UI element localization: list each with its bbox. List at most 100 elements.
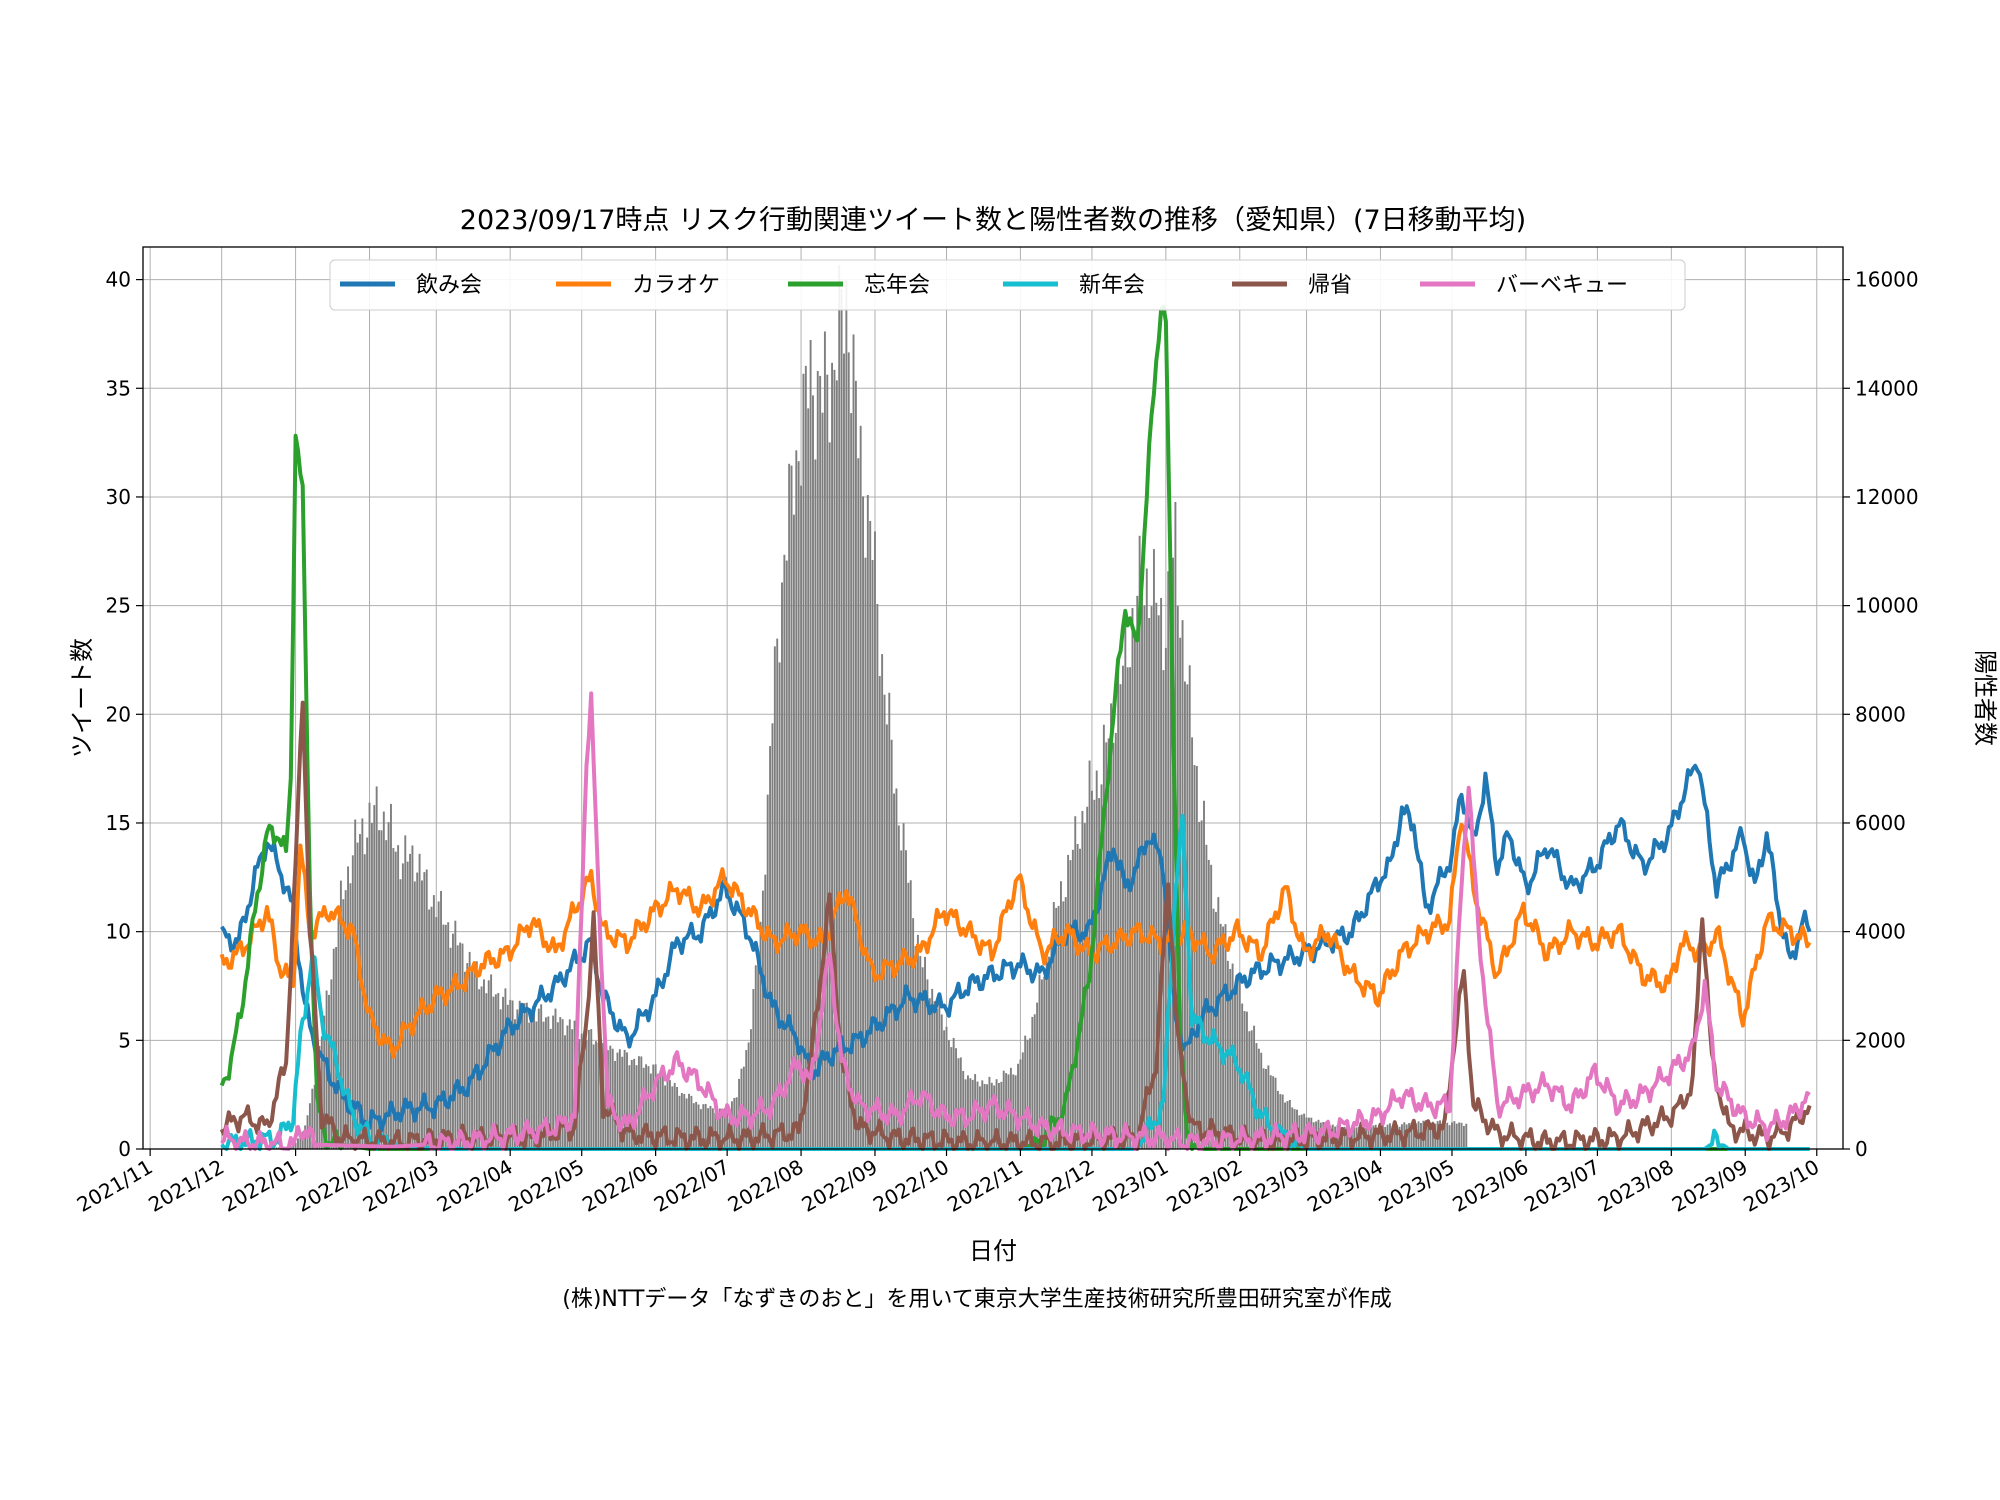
case-bar bbox=[544, 1017, 547, 1149]
case-bar bbox=[1148, 617, 1151, 1149]
case-bar bbox=[857, 458, 860, 1150]
case-bar bbox=[401, 863, 404, 1149]
case-bar bbox=[1427, 1124, 1430, 1149]
case-bar bbox=[926, 979, 929, 1149]
case-bar bbox=[921, 967, 924, 1149]
case-bar bbox=[645, 1064, 648, 1149]
case-bar bbox=[1026, 1039, 1029, 1149]
case-bar bbox=[900, 850, 903, 1149]
case-bar bbox=[661, 1075, 664, 1149]
case-bar bbox=[483, 979, 485, 1149]
case-bar bbox=[1102, 724, 1105, 1149]
case-bar bbox=[471, 969, 473, 1149]
case-bar bbox=[1198, 821, 1201, 1149]
case-bar bbox=[719, 1108, 721, 1149]
case-bar bbox=[461, 943, 464, 1149]
case-bar bbox=[1286, 1101, 1289, 1149]
case-bar bbox=[311, 1088, 314, 1149]
case-bar bbox=[1429, 1122, 1432, 1149]
case-bar bbox=[874, 531, 876, 1149]
case-bar bbox=[1453, 1121, 1456, 1149]
case-bar bbox=[1057, 905, 1060, 1149]
case-bar bbox=[1029, 1038, 1031, 1149]
case-bar bbox=[757, 958, 760, 1149]
case-bar bbox=[1288, 1099, 1291, 1149]
case-bar bbox=[1145, 568, 1148, 1149]
case-bar bbox=[1052, 902, 1055, 1149]
case-bar bbox=[564, 1035, 566, 1149]
case-bar bbox=[695, 1101, 698, 1149]
case-bar bbox=[664, 1085, 667, 1149]
case-bar bbox=[342, 899, 345, 1149]
case-bar bbox=[556, 1022, 559, 1149]
case-bar bbox=[1465, 1123, 1468, 1149]
plot-frame bbox=[142, 246, 1844, 1150]
case-bar bbox=[1150, 606, 1153, 1149]
case-bar bbox=[1007, 1074, 1010, 1149]
case-bar bbox=[833, 369, 836, 1149]
case-bar bbox=[497, 993, 500, 1149]
case-bar bbox=[289, 1146, 292, 1149]
case-bar bbox=[1024, 1035, 1027, 1149]
case-bar bbox=[463, 971, 466, 1149]
case-bar bbox=[680, 1092, 683, 1149]
case-bar bbox=[1167, 571, 1170, 1149]
case-bar bbox=[931, 988, 934, 1149]
case-bar bbox=[1226, 960, 1229, 1149]
case-bar bbox=[1267, 1065, 1270, 1149]
case-bar bbox=[347, 866, 350, 1149]
case-bar bbox=[883, 694, 886, 1149]
case-bar bbox=[838, 264, 841, 1149]
case-bar bbox=[788, 463, 791, 1149]
case-bar bbox=[568, 1019, 571, 1149]
case-bar bbox=[988, 1076, 991, 1149]
case-bar bbox=[1036, 1002, 1039, 1149]
case-bar bbox=[559, 1017, 562, 1149]
case-bar bbox=[1374, 1124, 1377, 1149]
case-bar bbox=[1257, 1048, 1260, 1149]
case-bar bbox=[1172, 557, 1174, 1149]
case-bar bbox=[940, 1014, 943, 1149]
case-bar bbox=[1050, 943, 1053, 1149]
case-bar bbox=[823, 331, 826, 1149]
case-bar bbox=[1043, 976, 1046, 1149]
case-bar bbox=[864, 557, 867, 1149]
case-bar bbox=[382, 811, 385, 1149]
case-bar bbox=[769, 746, 772, 1149]
case-bar bbox=[1353, 1125, 1356, 1149]
case-bar bbox=[475, 961, 478, 1149]
case-bar bbox=[1379, 1126, 1382, 1149]
case-bar bbox=[561, 1019, 564, 1149]
case-bar bbox=[1410, 1122, 1413, 1149]
case-bar bbox=[957, 1058, 960, 1149]
case-bar bbox=[542, 1021, 545, 1149]
case-bar bbox=[876, 603, 879, 1149]
case-bar bbox=[585, 1040, 588, 1149]
case-bar bbox=[349, 883, 352, 1149]
y-left-tick-label: 20 bbox=[106, 702, 131, 726]
case-bar bbox=[394, 851, 397, 1149]
case-bar bbox=[1098, 798, 1101, 1149]
case-bar bbox=[704, 1103, 707, 1149]
case-bar bbox=[487, 980, 490, 1149]
case-bar bbox=[1255, 1043, 1258, 1149]
y-left-tick-label: 10 bbox=[106, 920, 131, 944]
case-bar bbox=[1155, 602, 1158, 1149]
case-bar bbox=[723, 1108, 726, 1149]
case-bar bbox=[914, 946, 917, 1149]
case-bar bbox=[370, 823, 373, 1149]
case-bar bbox=[1157, 615, 1160, 1149]
case-bar bbox=[871, 560, 874, 1149]
case-bar bbox=[485, 993, 488, 1149]
case-bar bbox=[1076, 844, 1079, 1149]
case-bar bbox=[1179, 637, 1182, 1149]
case-bar bbox=[649, 1073, 652, 1149]
case-bar bbox=[535, 1021, 538, 1149]
case-bar bbox=[1138, 535, 1141, 1149]
case-bar bbox=[797, 461, 800, 1149]
y-left-tick-label: 15 bbox=[106, 811, 131, 835]
case-bar bbox=[525, 1002, 528, 1149]
legend-label: 新年会 bbox=[1079, 273, 1145, 298]
legend-label: 忘年会 bbox=[864, 273, 930, 298]
case-bar bbox=[909, 880, 912, 1149]
